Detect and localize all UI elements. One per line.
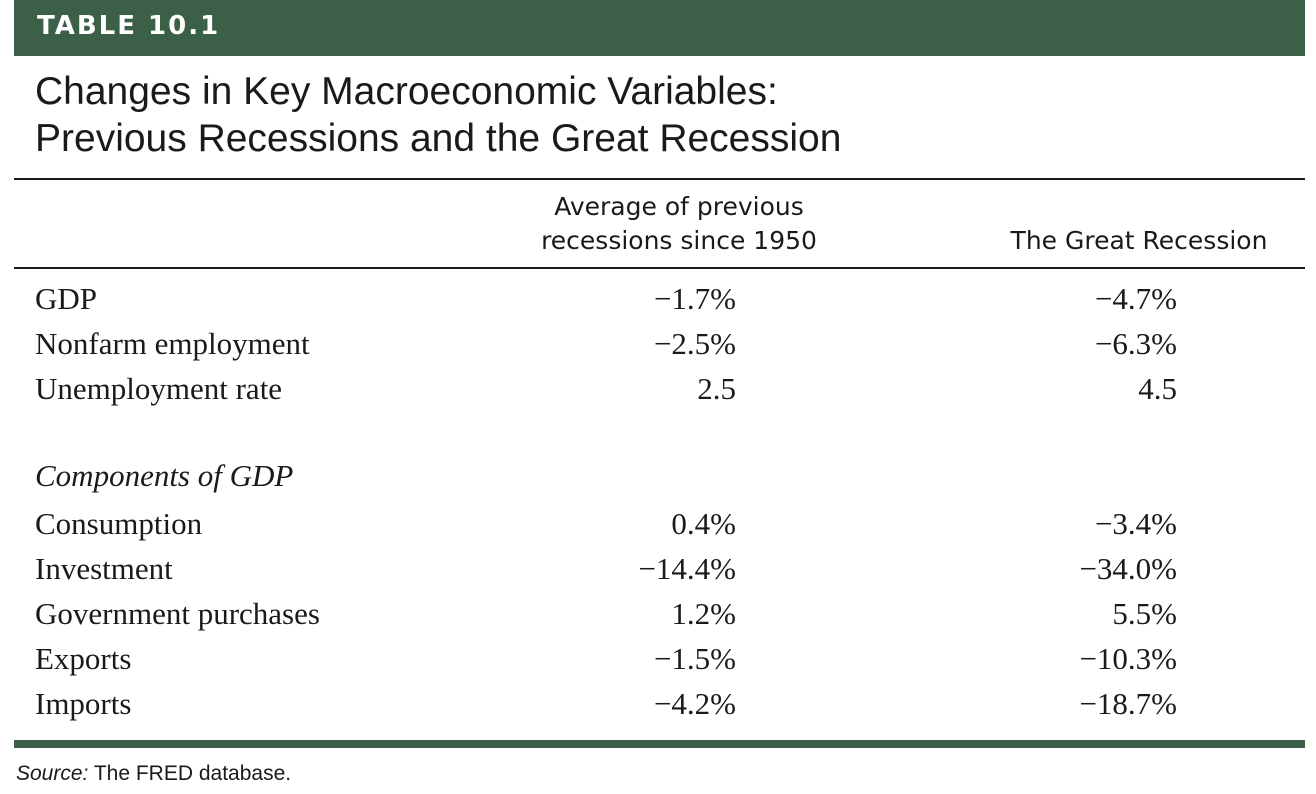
row-value-great: −10.3% — [1079, 641, 1177, 676]
bottom-rule-bar — [14, 740, 1305, 748]
table-row: Consumption 0.4% −3.4% — [14, 502, 1305, 547]
row-value-previous: −1.7% — [653, 281, 736, 316]
table-page: TABLE 10.1 Changes in Key Macroeconomic … — [14, 0, 1305, 794]
row-value-great: −3.4% — [1094, 506, 1177, 541]
row-label: Government purchases — [35, 596, 320, 631]
table-title: Changes in Key Macroeconomic Variables: … — [35, 68, 1285, 162]
row-label: Consumption — [35, 506, 203, 541]
table-row: Investment −14.4% −34.0% — [14, 547, 1305, 592]
column-header-previous-line-2: recessions since 1950 — [541, 226, 817, 255]
table-tag: TABLE 10.1 — [37, 11, 221, 41]
row-value-previous: 1.2% — [671, 596, 736, 631]
row-label: Exports — [35, 641, 132, 676]
header-rule — [14, 267, 1305, 269]
row-label: Investment — [35, 551, 173, 586]
table-row: Imports −4.2% −18.7% — [14, 682, 1305, 727]
row-value-great: −34.0% — [1079, 551, 1177, 586]
row-label: Unemployment rate — [35, 371, 283, 406]
title-line-1: Changes in Key Macroeconomic Variables: — [35, 70, 778, 113]
row-value-previous: −1.5% — [653, 641, 736, 676]
row-value-previous: 0.4% — [671, 506, 736, 541]
row-value-previous: −4.2% — [653, 686, 736, 721]
top-rule — [14, 178, 1305, 180]
title-line-2: Previous Recessions and the Great Recess… — [35, 117, 842, 160]
column-header-previous-line-1: Average of previous — [554, 192, 804, 221]
row-value-previous: −14.4% — [638, 551, 736, 586]
row-label: Imports — [35, 686, 132, 721]
column-header-great-label: The Great Recession — [1010, 226, 1268, 255]
table-row: Exports −1.5% −10.3% — [14, 637, 1305, 682]
row-value-great: −4.7% — [1094, 281, 1177, 316]
row-value-great: 4.5 — [1138, 371, 1177, 406]
column-header-previous: Average of previous recessions since 195… — [519, 190, 839, 258]
row-label: Nonfarm employment — [35, 326, 310, 361]
column-header-great: The Great Recession — [984, 224, 1294, 258]
source-label: Source: — [16, 762, 89, 785]
table-row: Unemployment rate 2.5 4.5 — [14, 367, 1305, 412]
components-heading: Components of GDP — [35, 458, 294, 493]
table-row: Government purchases 1.2% 5.5% — [14, 592, 1305, 637]
table-row: GDP −1.7% −4.7% — [14, 277, 1305, 322]
source-text: The FRED database. — [88, 762, 292, 785]
table-tag-bar: TABLE 10.1 — [14, 0, 1305, 56]
row-label: GDP — [35, 281, 98, 316]
row-value-great: 5.5% — [1112, 596, 1177, 631]
table-row: Nonfarm employment −2.5% −6.3% — [14, 322, 1305, 367]
row-value-previous: 2.5 — [697, 371, 736, 406]
row-value-great: −18.7% — [1079, 686, 1177, 721]
row-value-previous: −2.5% — [653, 326, 736, 361]
row-value-great: −6.3% — [1094, 326, 1177, 361]
source-note: Source: The FRED database. — [16, 762, 291, 786]
